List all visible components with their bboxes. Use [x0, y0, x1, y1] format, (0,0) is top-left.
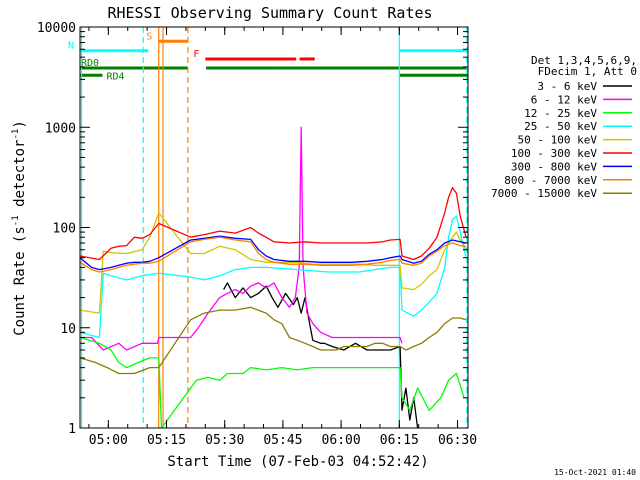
legend-entry-label: 800 - 7000 keV [504, 174, 597, 187]
series-line [79, 215, 467, 339]
legend-entry-label: 7000 - 15000 keV [491, 187, 597, 200]
series-line [80, 126, 403, 351]
y-axis-label-part2: detector [12, 140, 28, 216]
series-line [79, 336, 465, 429]
chart-title: RHESSI Observing Summary Count Rates [107, 4, 432, 22]
axis-ticks: 05:00 05:15 05:30 05:45 06:00 06:15 06:30 1 10 10… [37, 21, 477, 448]
series-line [79, 186, 467, 261]
x-tick-label: 05:00 [89, 433, 128, 448]
flag-label: S [146, 31, 152, 42]
legend-entry-label: 3 - 6 keV [537, 80, 597, 93]
x-tick-label: 06:00 [322, 433, 361, 448]
legend-entry-label: 6 - 12 keV [531, 93, 598, 106]
event-markers [80, 27, 468, 428]
x-axis-label: Start Time (07-Feb-03 04:52:42) [167, 454, 428, 470]
y-axis-label-part3: ) [12, 120, 28, 128]
y-axis-label: Count Rate (s-1 detector-1) [11, 120, 28, 336]
series-line [79, 306, 467, 375]
legend-entry-label: 300 - 800 keV [511, 160, 597, 173]
y-tick-label: 1 [68, 422, 76, 437]
legend-entry-label: 50 - 100 keV [518, 134, 598, 147]
footer-date: 15-Oct-2021 01:40 [554, 468, 636, 477]
series-line [223, 282, 419, 429]
count-rate-series [79, 126, 467, 429]
y-tick-label: 10 [60, 322, 76, 337]
flag-label: N [68, 41, 74, 52]
y-axis-label-sup2: -1 [11, 129, 21, 140]
x-tick-label: 05:45 [263, 433, 302, 448]
y-tick-label: 100 [53, 222, 76, 237]
observing-flags: N S F RD0 RD4 [68, 31, 468, 82]
x-tick-label: 05:30 [205, 433, 244, 448]
legend: Det 1,3,4,5,6,9,FDecim 1, Att 0 3 - 6 keV… [491, 54, 637, 200]
series-line [79, 212, 467, 314]
series-line [79, 236, 467, 273]
x-tick-label: 05:15 [147, 433, 186, 448]
legend-entry-label: 25 - 50 keV [524, 120, 597, 133]
series-line [79, 235, 467, 271]
flag-label: RD0 [81, 58, 99, 69]
y-tick-label: 1000 [45, 121, 76, 136]
legend-header: Det 1,3,4,5,6,9, [531, 54, 637, 67]
y-axis-label-sup1: -1 [11, 215, 21, 226]
legend-header: FDecim 1, Att 0 [538, 65, 637, 78]
plot-frame [79, 26, 469, 429]
legend-entry-label: 100 - 300 keV [511, 147, 597, 160]
legend-entry-label: 12 - 25 keV [524, 107, 597, 120]
x-tick-label: 06:15 [380, 433, 419, 448]
y-tick-label: 10000 [37, 21, 76, 36]
flag-label: F [193, 49, 199, 60]
y-axis-label-part1: Count Rate (s [12, 226, 28, 336]
x-tick-label: 06:30 [438, 433, 477, 448]
flag-label: RD4 [107, 71, 125, 82]
